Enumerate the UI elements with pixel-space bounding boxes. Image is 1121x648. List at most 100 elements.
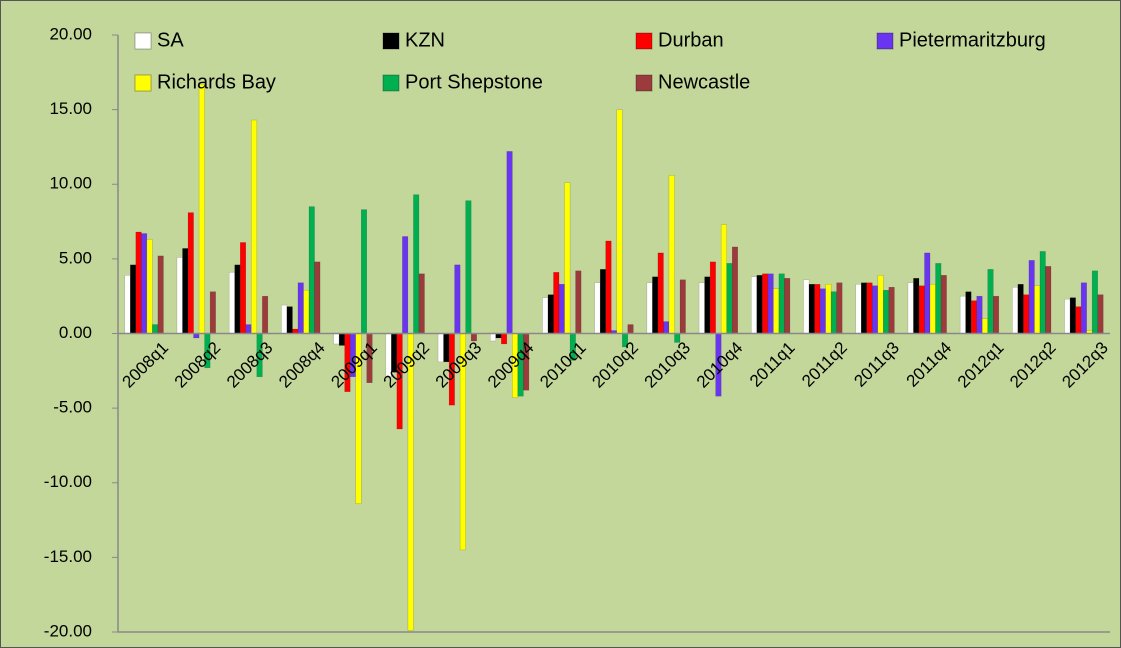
bar xyxy=(558,283,565,334)
bar xyxy=(605,240,612,334)
legend-label: Newcastle xyxy=(658,71,750,93)
bar xyxy=(668,175,675,334)
y-tick-label: 0.00 xyxy=(59,323,92,342)
bar xyxy=(657,252,664,334)
bar xyxy=(1039,251,1046,334)
bar xyxy=(1034,285,1041,334)
bar xyxy=(1028,260,1035,334)
legend-swatch xyxy=(134,32,152,50)
bar xyxy=(913,278,920,334)
y-tick-label: -15.00 xyxy=(44,547,92,566)
legend-label: Richards Bay xyxy=(157,71,276,93)
legend-label: KZN xyxy=(405,29,445,51)
bar xyxy=(141,233,148,334)
bar xyxy=(407,333,414,631)
bar xyxy=(773,288,780,334)
bar xyxy=(965,291,972,334)
bar xyxy=(308,206,315,334)
bar xyxy=(709,261,716,334)
bar xyxy=(542,297,549,334)
bar xyxy=(751,276,758,334)
bar xyxy=(281,304,288,334)
bar xyxy=(402,236,409,334)
bar xyxy=(646,282,653,334)
legend-label: Port Shepstone xyxy=(405,71,543,93)
legend-swatch xyxy=(134,74,152,92)
bar xyxy=(135,231,142,334)
bar xyxy=(981,318,989,334)
bar xyxy=(1045,266,1052,334)
bar xyxy=(1069,297,1076,334)
bar xyxy=(778,273,785,334)
bar xyxy=(286,306,293,334)
legend-label: SA xyxy=(157,29,184,51)
bar xyxy=(627,324,634,334)
bar xyxy=(940,275,947,334)
bar xyxy=(726,263,733,334)
y-tick-label: -20.00 xyxy=(44,621,92,640)
bar xyxy=(297,282,304,334)
bar xyxy=(262,295,269,334)
bar xyxy=(959,295,966,334)
bar xyxy=(437,333,444,363)
legend-swatch xyxy=(382,74,400,92)
bar xyxy=(987,269,994,334)
bar xyxy=(501,333,508,345)
bar xyxy=(443,333,450,363)
bar xyxy=(198,84,205,334)
bar xyxy=(182,248,189,334)
bar xyxy=(767,273,774,334)
bar xyxy=(720,224,727,334)
bar xyxy=(883,289,890,334)
bar xyxy=(333,333,340,345)
y-tick-label: -10.00 xyxy=(44,472,92,491)
bar xyxy=(907,282,914,334)
bar xyxy=(418,273,425,334)
bar xyxy=(594,282,601,334)
y-tick-label: 5.00 xyxy=(59,248,92,267)
legend-swatch xyxy=(382,32,400,50)
bar xyxy=(564,182,571,334)
bar xyxy=(303,289,310,334)
bar xyxy=(1097,294,1104,334)
bar xyxy=(575,270,582,334)
bar xyxy=(935,263,942,334)
bar xyxy=(803,279,810,334)
y-tick-label: 10.00 xyxy=(49,174,92,193)
bar xyxy=(124,275,131,334)
bar xyxy=(553,272,560,334)
y-tick-label: 20.00 xyxy=(49,24,92,43)
bar xyxy=(825,283,832,334)
bar xyxy=(784,278,791,334)
bar xyxy=(1012,286,1019,334)
y-tick-label: -5.00 xyxy=(53,398,92,417)
bar xyxy=(1064,298,1071,334)
bar xyxy=(228,272,235,334)
bar xyxy=(360,209,367,334)
bar xyxy=(490,333,497,342)
bar xyxy=(209,291,216,334)
bar xyxy=(146,239,153,334)
bar xyxy=(929,283,936,334)
y-tick-label: 15.00 xyxy=(49,99,92,118)
bar xyxy=(465,200,472,334)
legend-label: Pietermaritzburg xyxy=(899,29,1046,51)
bar xyxy=(808,283,815,334)
bar xyxy=(888,286,895,334)
bar xyxy=(599,269,606,334)
bar xyxy=(855,283,862,334)
legend-swatch xyxy=(635,74,653,92)
bar xyxy=(679,279,686,334)
bar xyxy=(251,119,258,334)
bar xyxy=(918,285,925,334)
bar xyxy=(993,295,1000,334)
bar xyxy=(157,255,164,334)
bar xyxy=(616,109,623,334)
bar xyxy=(924,252,931,334)
legend-swatch xyxy=(876,32,894,50)
bar xyxy=(814,283,821,334)
bar xyxy=(413,194,420,334)
bar xyxy=(1023,294,1030,334)
bar xyxy=(338,333,345,346)
